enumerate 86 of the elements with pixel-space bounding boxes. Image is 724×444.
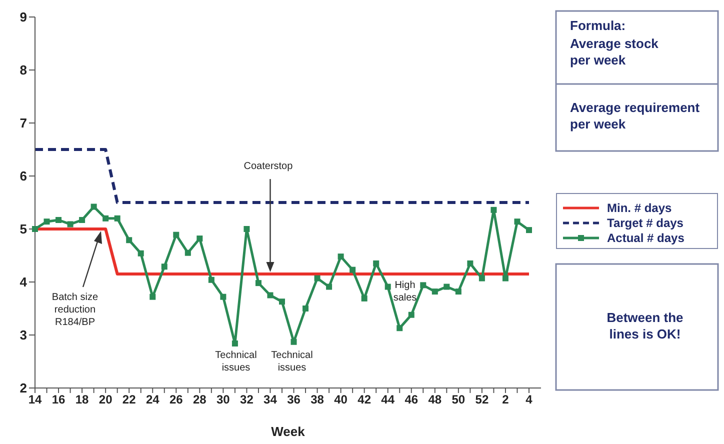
- x-tick-label: 2: [502, 392, 510, 407]
- x-tick-label: 42: [358, 392, 372, 407]
- point: [526, 227, 532, 234]
- x-tick-label: 22: [122, 392, 136, 407]
- point: [102, 215, 109, 222]
- x-tick-label: 24: [146, 392, 160, 407]
- point: [90, 204, 97, 210]
- annotation: Coaterstop: [244, 161, 294, 172]
- y-tick-label: 2: [20, 380, 27, 396]
- y-tick-label: 4: [20, 274, 28, 290]
- annotation: Technical issues: [215, 350, 257, 374]
- x-tick-label: 40: [334, 392, 348, 407]
- y-tick-label: 8: [20, 62, 27, 78]
- point: [350, 266, 356, 273]
- point: [32, 226, 38, 232]
- text: Between the lines is OK!: [606, 310, 684, 342]
- point: [267, 292, 274, 298]
- point: [44, 218, 50, 225]
- x-tick-label: 32: [240, 392, 254, 407]
- point: [138, 250, 144, 256]
- annotation: Batch size reduction R184/BP: [52, 292, 98, 328]
- point: [514, 218, 520, 225]
- point: [114, 215, 120, 222]
- point: [478, 275, 485, 282]
- x-tick-label: 38: [310, 392, 324, 407]
- x-axis-title: Week: [271, 424, 306, 439]
- x-tick-label: 36: [287, 392, 301, 407]
- x-tick-label: 26: [169, 392, 184, 407]
- point: [396, 325, 403, 332]
- point: [302, 306, 309, 312]
- y-tick-label: 6: [20, 168, 27, 184]
- point: [279, 298, 285, 305]
- point: [150, 294, 156, 300]
- text: Average requirement per week: [570, 100, 700, 132]
- point: [444, 284, 450, 290]
- point: [408, 312, 414, 318]
- point: [208, 276, 214, 283]
- x-tick-label: 20: [98, 392, 113, 407]
- point: [184, 250, 191, 256]
- text: Formula:: [570, 18, 626, 33]
- x-tick-label: 14: [28, 392, 42, 407]
- point: [196, 236, 203, 242]
- x-tick-label: 34: [264, 392, 278, 407]
- point: [490, 206, 497, 213]
- point: [290, 338, 297, 345]
- x-tick-label: 18: [75, 392, 90, 407]
- point: [255, 280, 262, 286]
- point: [338, 254, 344, 260]
- point: [467, 260, 474, 266]
- x-tick-label: 30: [216, 392, 230, 407]
- y-tick-label: 5: [20, 222, 27, 237]
- x-tick-label: 44: [381, 392, 395, 407]
- x-tick-label: 48: [428, 392, 442, 407]
- x-tick-label: 4: [526, 392, 533, 407]
- point: [220, 294, 226, 300]
- point: [326, 284, 332, 290]
- point: [244, 226, 250, 232]
- point: [67, 221, 74, 228]
- point: [126, 237, 132, 244]
- x-tick-label: 52: [475, 392, 489, 407]
- x-tick-label: 46: [404, 392, 418, 407]
- point: [384, 284, 391, 290]
- point: [314, 275, 320, 282]
- point: [173, 232, 180, 238]
- point: [161, 264, 168, 270]
- legend-label: Min. # days: [607, 200, 672, 214]
- point: [502, 275, 508, 282]
- point: [232, 340, 238, 346]
- point: [455, 288, 462, 295]
- text: Average stock per week: [570, 36, 660, 68]
- point: [373, 260, 380, 266]
- point: [56, 216, 62, 223]
- x-tick-label: 28: [192, 392, 207, 407]
- legend-label: Target # days: [607, 216, 684, 230]
- point: [420, 282, 426, 288]
- x-tick-label: 50: [452, 392, 466, 407]
- x-tick-label: 16: [52, 392, 66, 407]
- point: [361, 295, 368, 302]
- y-tick-label: 9: [20, 10, 27, 25]
- point: [79, 216, 86, 223]
- annotation: High sales: [393, 280, 417, 304]
- y-tick-label: 3: [20, 328, 27, 343]
- y-tick-label: 7: [20, 116, 27, 131]
- point: [432, 288, 438, 295]
- annotation: Technical issues: [271, 350, 313, 374]
- legend-label: Actual # days: [607, 230, 684, 244]
